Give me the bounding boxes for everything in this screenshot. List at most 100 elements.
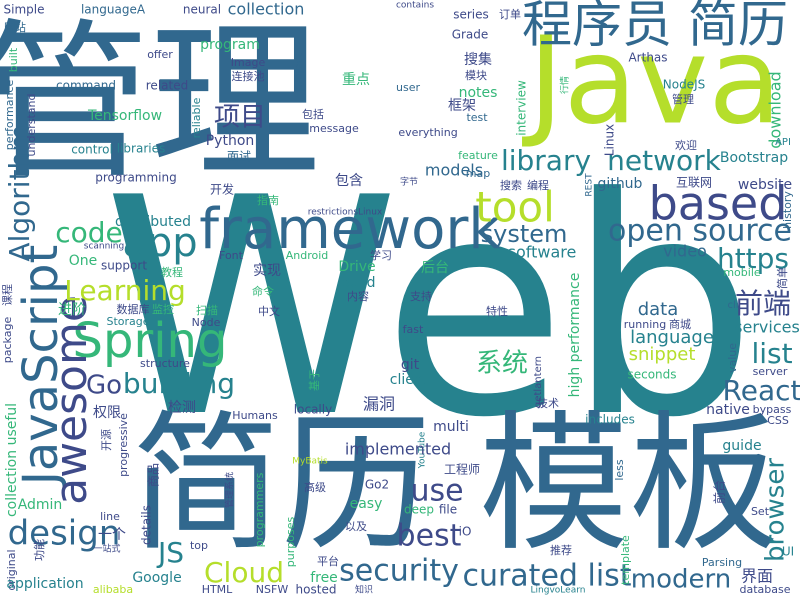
cloud-word: server xyxy=(753,365,788,378)
cloud-word: Humans xyxy=(232,409,278,422)
cloud-word: library xyxy=(501,144,591,177)
cloud-word: alibaba xyxy=(93,583,133,596)
cloud-word: 开发 xyxy=(210,182,234,197)
cloud-word: 包括 xyxy=(302,107,324,121)
cloud-word: less xyxy=(613,459,626,481)
cloud-word: built xyxy=(7,47,20,72)
cloud-word: github xyxy=(598,176,643,192)
cloud-word: Image xyxy=(231,56,266,69)
cloud-word: Font xyxy=(219,249,244,262)
cloud-word: Spring xyxy=(73,313,228,369)
cloud-word: Node xyxy=(192,316,221,329)
cloud-word: collection xyxy=(228,0,305,19)
cloud-word: running xyxy=(624,318,666,331)
cloud-word: implemented xyxy=(345,440,451,459)
cloud-word: 推荐 xyxy=(550,543,572,557)
cloud-word: 开源 xyxy=(99,429,113,451)
cloud-word: 行情 xyxy=(559,76,571,94)
cloud-word: map xyxy=(466,167,490,180)
cloud-word: MyBatis xyxy=(292,457,328,467)
cloud-word: Google xyxy=(132,570,181,586)
cloud-word: 课程 xyxy=(1,284,14,306)
cloud-word: use xyxy=(410,474,463,509)
cloud-word: 系统 xyxy=(476,349,528,379)
cloud-word: git xyxy=(401,357,420,373)
cloud-word: NodeJS xyxy=(663,78,705,92)
cloud-word: Cloud xyxy=(204,556,284,589)
cloud-word: seconds xyxy=(627,368,676,382)
cloud-word: 网站 xyxy=(4,20,26,34)
cloud-word: 管理 xyxy=(672,92,694,106)
cloud-word: HTML xyxy=(202,583,233,596)
cloud-word: offer xyxy=(147,48,173,61)
cloud-word: 技术 xyxy=(537,397,559,410)
cloud-word: Learning xyxy=(64,274,186,307)
cloud-word: 特性 xyxy=(486,304,508,318)
cloud-word: Grade xyxy=(452,28,489,42)
cloud-word: user xyxy=(396,81,420,94)
cloud-word: application xyxy=(6,576,83,592)
cloud-word: details xyxy=(140,505,154,545)
cloud-word: 检测 xyxy=(168,400,196,416)
cloud-word: Algorithm xyxy=(3,124,36,261)
cloud-word: design xyxy=(8,514,121,554)
cloud-word: bypass xyxy=(753,403,792,416)
cloud-word: JavaScript xyxy=(13,245,69,489)
cloud-word: 以及 xyxy=(345,520,367,533)
cloud-word: deep xyxy=(404,503,434,517)
cloud-word: 数据库 xyxy=(117,302,150,316)
cloud-word: 扫描 xyxy=(196,303,218,317)
cloud-word: REST xyxy=(585,173,595,197)
cloud-word: LingvoLearn xyxy=(531,586,586,596)
cloud-word: app xyxy=(122,220,197,266)
cloud-word: 模块 xyxy=(465,69,487,82)
cloud-word: command xyxy=(56,79,116,93)
cloud-word: 内容 xyxy=(347,289,369,303)
cloud-word: Go2 xyxy=(365,478,389,492)
cloud-word: fast xyxy=(403,323,424,336)
cloud-word: 简历 模板 xyxy=(131,398,779,572)
cloud-word: 功能 xyxy=(32,539,46,561)
cloud-word: data xyxy=(638,299,679,320)
cloud-word: 指南 xyxy=(257,193,279,207)
cloud-word: interview xyxy=(515,80,529,136)
cloud-word: 框架 xyxy=(448,98,476,114)
cloud-word: test xyxy=(466,111,488,124)
cloud-word: 程序员 简历 xyxy=(522,0,788,54)
cloud-word: Build xyxy=(340,275,375,291)
cloud-word: 知识 xyxy=(355,584,373,596)
cloud-word: tool xyxy=(475,183,555,232)
cloud-word: structure xyxy=(140,357,190,370)
cloud-word: services xyxy=(734,318,800,337)
cloud-word: understand xyxy=(25,94,38,157)
cloud-word: Simple xyxy=(4,3,45,17)
cloud-word: everything xyxy=(398,126,457,139)
cloud-word: languageA xyxy=(81,3,146,17)
cloud-word: 项目 xyxy=(214,103,266,133)
cloud-word: Web xyxy=(103,134,757,483)
cloud-word: modern xyxy=(631,565,731,595)
cloud-word: Go xyxy=(86,371,122,401)
cloud-word: Java xyxy=(521,13,781,152)
cloud-word: 欢迎 xyxy=(675,138,697,152)
cloud-word: getlantern xyxy=(533,356,544,408)
cloud-word: support xyxy=(101,259,147,273)
cloud-word: 包含 xyxy=(335,173,363,189)
cloud-word: code xyxy=(55,216,123,249)
cloud-word: 教程 xyxy=(161,266,183,279)
cloud-word: building xyxy=(123,367,235,400)
cloud-word: Tensorflow xyxy=(87,108,162,124)
cloud-word: 重点 xyxy=(342,72,370,88)
cloud-word: React xyxy=(723,374,800,407)
cloud-word: iO xyxy=(459,525,472,539)
cloud-word: project xyxy=(292,52,305,91)
cloud-word: 字节 xyxy=(400,176,418,188)
cloud-word: 商品 xyxy=(146,463,161,487)
cloud-word: high performance xyxy=(567,273,583,398)
cloud-word: 命令 xyxy=(252,284,274,298)
cloud-word: purposes xyxy=(284,517,297,568)
cloud-word: Storage xyxy=(106,315,149,328)
cloud-word: control xyxy=(71,143,113,157)
